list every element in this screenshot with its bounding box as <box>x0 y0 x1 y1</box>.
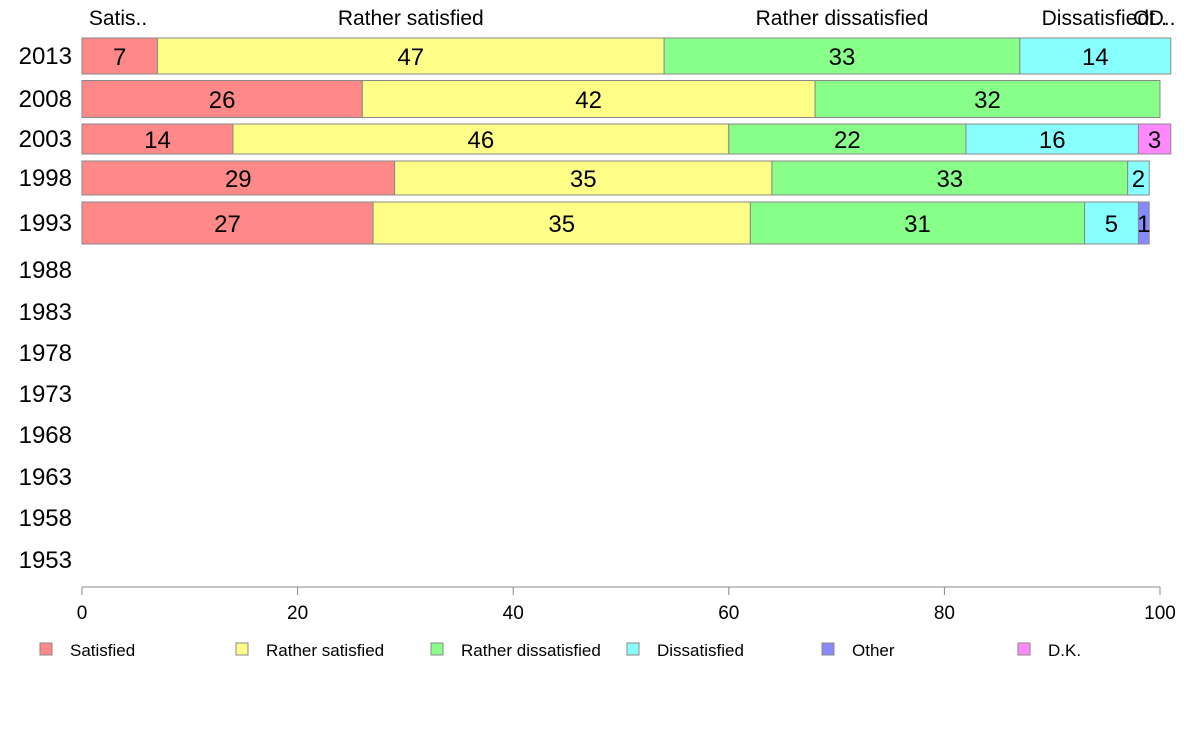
bar-2008-rather-dissatisfied <box>814 80 1161 118</box>
x-tick-label-20: 20 <box>287 603 308 624</box>
year-label-1998: 1998 <box>19 165 72 192</box>
data-label-2008-satisfied: 26 <box>209 87 236 114</box>
category-label-rather-satisfied: Rather satisfied <box>338 7 484 30</box>
bar-1998-satisfied <box>81 160 396 196</box>
data-label-2013-satisfied: 7 <box>113 44 126 71</box>
legend-swatch-d-k <box>1017 642 1031 656</box>
year-label-1963: 1963 <box>19 464 72 491</box>
legend-label-dissatisfied: Dissatisfied <box>657 641 744 660</box>
data-label-2003-d-k: 3 <box>1148 127 1161 154</box>
legend-swatch-other <box>821 642 835 656</box>
category-label-satisfied: Satis.. <box>89 7 147 30</box>
bar-2013-satisfied <box>81 37 158 75</box>
data-label-2003-dissatisfied: 16 <box>1039 127 1066 154</box>
bar-2003-satisfied <box>81 123 234 155</box>
data-label-1993-satisfied: 27 <box>214 211 241 238</box>
bar-2008-satisfied <box>81 80 363 118</box>
bar-2008-rather-satisfied <box>361 80 816 118</box>
bar-1998-rather-dissatisfied <box>771 160 1129 196</box>
year-label-1953: 1953 <box>19 547 72 574</box>
data-label-1993-dissatisfied: 5 <box>1105 211 1118 238</box>
bar-2013-rather-dissatisfied <box>663 37 1021 75</box>
bar-1993-other <box>1137 201 1150 245</box>
data-label-2013-rather-satisfied: 47 <box>397 44 424 71</box>
year-label-1993: 1993 <box>19 210 72 237</box>
legend-label-rather-satisfied: Rather satisfied <box>266 641 384 660</box>
legend-label-d-k: D.K. <box>1048 641 1081 660</box>
year-label-1983: 1983 <box>19 299 72 326</box>
data-label-1993-rather-dissatisfied: 31 <box>904 211 931 238</box>
data-label-1998-satisfied: 29 <box>225 166 252 193</box>
bar-1998-dissatisfied <box>1127 160 1150 196</box>
data-label-1993-rather-satisfied: 35 <box>548 211 575 238</box>
bar-2003-dissatisfied <box>965 123 1139 155</box>
bar-1993-dissatisfied <box>1084 201 1139 245</box>
year-label-1968: 1968 <box>19 422 72 449</box>
legend-label-satisfied: Satisfied <box>70 641 135 660</box>
legend-label-other: Other <box>852 641 895 660</box>
data-label-2013-rather-dissatisfied: 33 <box>829 44 856 71</box>
bar-1993-rather-satisfied <box>372 201 751 245</box>
bar-2013-dissatisfied <box>1019 37 1172 75</box>
year-label-2013: 2013 <box>19 43 72 70</box>
legend-swatch-satisfied <box>39 642 53 656</box>
data-label-2008-rather-dissatisfied: 32 <box>974 87 1001 114</box>
x-tick-label-60: 60 <box>718 603 739 624</box>
bar-2003-rather-satisfied <box>232 123 730 155</box>
x-tick-label-100: 100 <box>1144 603 1176 624</box>
category-label-dissatisfied: Dissatisfied <box>1042 7 1149 30</box>
year-label-1973: 1973 <box>19 381 72 408</box>
bar-2003-d-k <box>1137 123 1172 155</box>
data-label-2003-satisfied: 14 <box>144 127 171 154</box>
legend-swatch-rather-satisfied <box>235 642 249 656</box>
category-label-rather-dissatisfied: Rather dissatisfied <box>756 7 929 30</box>
data-label-1998-dissatisfied: 2 <box>1132 166 1145 193</box>
data-label-1998-rather-satisfied: 35 <box>570 166 597 193</box>
data-label-2003-rather-dissatisfied: 22 <box>834 127 861 154</box>
data-label-1998-rather-dissatisfied: 33 <box>936 166 963 193</box>
data-label-2008-rather-satisfied: 42 <box>575 87 602 114</box>
legend-swatch-dissatisfied <box>626 642 640 656</box>
data-label-2003-rather-satisfied: 46 <box>468 127 495 154</box>
year-label-1988: 1988 <box>19 257 72 284</box>
year-label-1978: 1978 <box>19 340 72 367</box>
year-label-1958: 1958 <box>19 505 72 532</box>
x-tick-label-40: 40 <box>503 603 524 624</box>
category-label-other: Ot.. <box>1133 7 1167 30</box>
bar-1993-satisfied <box>81 201 374 245</box>
legend-label-rather-dissatisfied: Rather dissatisfied <box>461 641 601 660</box>
x-tick-label-0: 0 <box>77 603 88 624</box>
legend-swatch-rather-dissatisfied <box>430 642 444 656</box>
x-tick-label-80: 80 <box>934 603 955 624</box>
data-label-2013-dissatisfied: 14 <box>1082 44 1109 71</box>
data-label-1993-other: 1 <box>1137 211 1150 238</box>
category-label-d-k: D.. <box>1149 7 1176 30</box>
year-label-2003: 2003 <box>19 126 72 153</box>
year-label-2008: 2008 <box>19 86 72 113</box>
bar-1998-rather-satisfied <box>394 160 773 196</box>
